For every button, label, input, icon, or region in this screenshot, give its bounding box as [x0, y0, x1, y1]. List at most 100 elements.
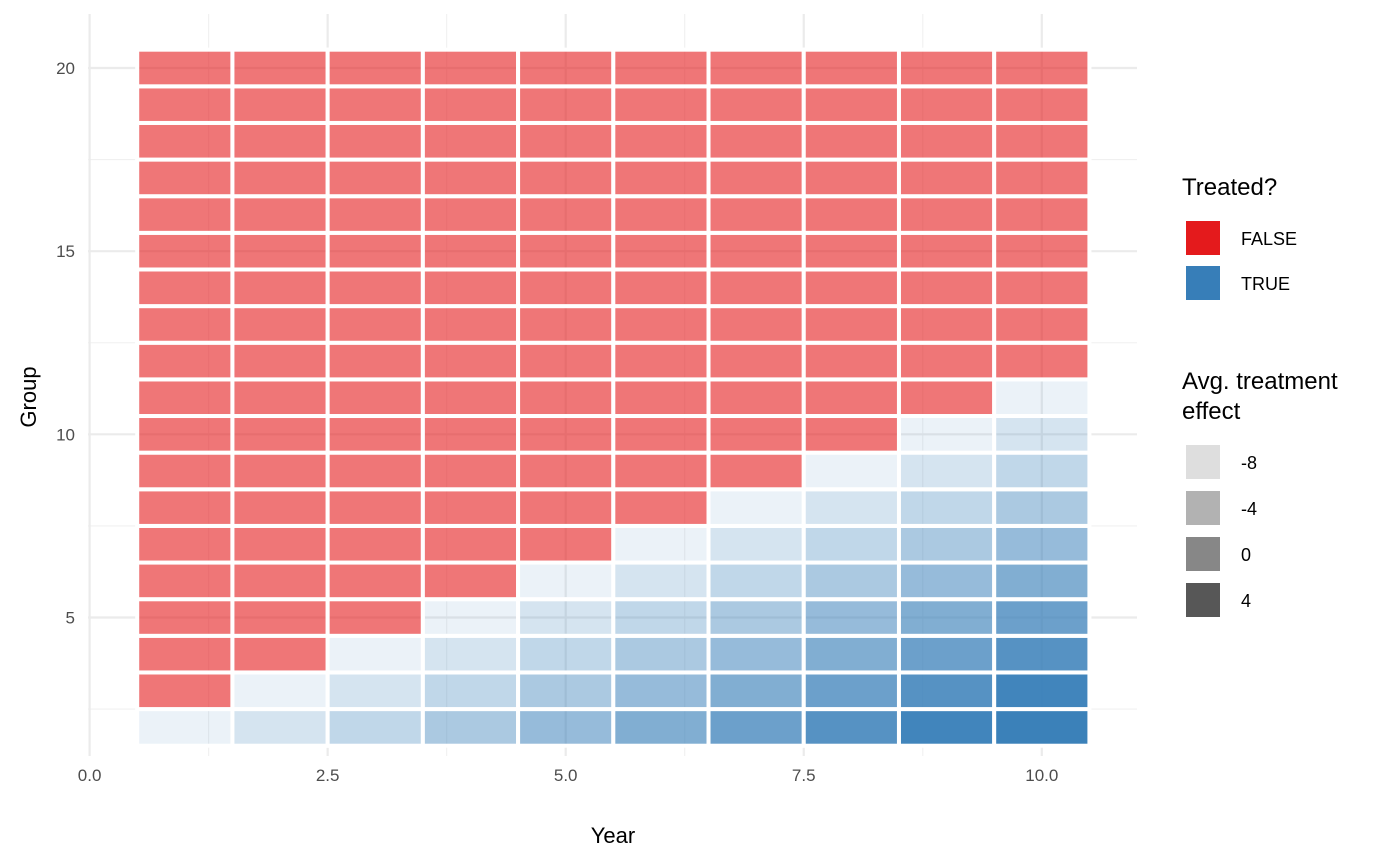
y-tick-label: 15 — [56, 242, 75, 261]
tile-year-1-group-2 — [135, 707, 235, 748]
tile-year-6-group-10 — [611, 414, 711, 455]
tile-year-2-group-16 — [230, 194, 330, 235]
tile-year-3-group-13 — [325, 304, 425, 345]
tile-year-5-group-4 — [516, 633, 616, 675]
tile-year-1-group-4 — [135, 633, 235, 675]
tile-year-5-group-5 — [516, 597, 616, 638]
tile-year-8-group-19 — [801, 84, 901, 125]
legend-fill-title: Treated? — [1182, 174, 1277, 201]
tile-year-9-group-4 — [896, 633, 997, 675]
tile-year-7-group-15 — [706, 230, 806, 272]
tile-year-8-group-10 — [801, 414, 901, 455]
tile-year-9-group-3 — [896, 670, 997, 712]
tile-year-7-group-19 — [706, 84, 806, 125]
tile-year-6-group-8 — [611, 487, 711, 528]
tile-year-2-group-12 — [230, 340, 330, 382]
tile-year-9-group-5 — [896, 597, 997, 638]
x-axis-title: Year — [591, 823, 635, 848]
tile-year-7-group-16 — [706, 194, 806, 235]
legend-label-false: FALSE — [1241, 229, 1297, 249]
legend-alpha-title-line1: Avg. treatment — [1182, 368, 1338, 395]
y-tick-label: 10 — [56, 425, 75, 444]
tile-year-10-group-6 — [992, 560, 1092, 602]
tile-year-10-group-16 — [992, 194, 1092, 235]
tile-year-7-group-13 — [706, 304, 806, 345]
x-axis-ticks: 0.0 2.5 5.0 7.5 10.0 — [78, 766, 1059, 785]
tile-year-10-group-12 — [992, 340, 1092, 382]
tile-year-7-group-8 — [706, 487, 806, 528]
tile-year-10-group-18 — [992, 120, 1092, 162]
tile-year-10-group-8 — [992, 487, 1092, 528]
legend-label-true: TRUE — [1241, 274, 1290, 294]
tile-year-4-group-16 — [420, 194, 521, 235]
tile-year-10-group-20 — [992, 47, 1092, 89]
tile-year-5-group-15 — [516, 230, 616, 272]
tile-year-5-group-14 — [516, 267, 616, 309]
tile-year-6-group-4 — [611, 633, 711, 675]
tile-year-7-group-5 — [706, 597, 806, 638]
tile-year-1-group-11 — [135, 377, 235, 419]
tile-year-8-group-18 — [801, 120, 901, 162]
tile-year-7-group-18 — [706, 120, 806, 162]
tile-year-2-group-9 — [230, 450, 330, 492]
tile-year-8-group-15 — [801, 230, 901, 272]
tile-year-2-group-19 — [230, 84, 330, 125]
tile-year-5-group-10 — [516, 414, 616, 455]
tile-year-5-group-12 — [516, 340, 616, 382]
tile-year-10-group-14 — [992, 267, 1092, 309]
tile-year-4-group-18 — [420, 120, 521, 162]
tile-year-3-group-18 — [325, 120, 425, 162]
tile-year-5-group-17 — [516, 157, 616, 199]
tile-year-5-group-11 — [516, 377, 616, 419]
tile-year-7-group-14 — [706, 267, 806, 309]
tile-year-7-group-9 — [706, 450, 806, 492]
tile-year-4-group-10 — [420, 414, 521, 455]
legend-alpha-label: -8 — [1241, 453, 1257, 473]
tile-year-3-group-8 — [325, 487, 425, 528]
tile-year-10-group-5 — [992, 597, 1092, 638]
tile-year-4-group-13 — [420, 304, 521, 345]
y-axis-ticks: 5 10 15 20 — [56, 59, 75, 628]
tile-year-4-group-6 — [420, 560, 521, 602]
tile-year-10-group-17 — [992, 157, 1092, 199]
tile-year-4-group-5 — [420, 597, 521, 638]
tile-year-2-group-15 — [230, 230, 330, 272]
tile-year-4-group-20 — [420, 47, 521, 89]
tile-year-2-group-7 — [230, 523, 330, 565]
tile-year-5-group-13 — [516, 304, 616, 345]
tile-year-9-group-7 — [896, 523, 997, 565]
tile-year-3-group-7 — [325, 523, 425, 565]
x-tick-label: 10.0 — [1025, 766, 1058, 785]
legend-swatch-true — [1186, 266, 1220, 300]
tile-year-7-group-12 — [706, 340, 806, 382]
legend-alpha-entries: -8 -4 0 4 — [1186, 445, 1257, 617]
tile-year-2-group-13 — [230, 304, 330, 345]
tile-year-3-group-3 — [325, 670, 425, 712]
tile-year-1-group-20 — [135, 47, 235, 89]
tile-year-6-group-13 — [611, 304, 711, 345]
legend-alpha-label: -4 — [1241, 499, 1257, 519]
tile-year-2-group-20 — [230, 47, 330, 89]
tile-year-1-group-19 — [135, 84, 235, 125]
tile-year-9-group-13 — [896, 304, 997, 345]
tile-year-8-group-16 — [801, 194, 901, 235]
tile-year-9-group-6 — [896, 560, 997, 602]
x-tick-label: 2.5 — [316, 766, 340, 785]
tile-year-1-group-5 — [135, 597, 235, 638]
tile-year-9-group-16 — [896, 194, 997, 235]
tile-year-8-group-4 — [801, 633, 901, 675]
tile-year-7-group-7 — [706, 523, 806, 565]
tile-year-6-group-6 — [611, 560, 711, 602]
tile-year-4-group-2 — [420, 707, 521, 748]
tile-year-6-group-2 — [611, 707, 711, 748]
tile-year-2-group-2 — [230, 707, 330, 748]
tile-year-5-group-9 — [516, 450, 616, 492]
legend-alpha-swatch — [1186, 445, 1220, 479]
tile-year-6-group-11 — [611, 377, 711, 419]
tile-year-3-group-15 — [325, 230, 425, 272]
tile-year-4-group-17 — [420, 157, 521, 199]
tile-year-1-group-8 — [135, 487, 235, 528]
tile-year-8-group-14 — [801, 267, 901, 309]
tile-year-9-group-2 — [896, 707, 997, 748]
tile-year-1-group-17 — [135, 157, 235, 199]
